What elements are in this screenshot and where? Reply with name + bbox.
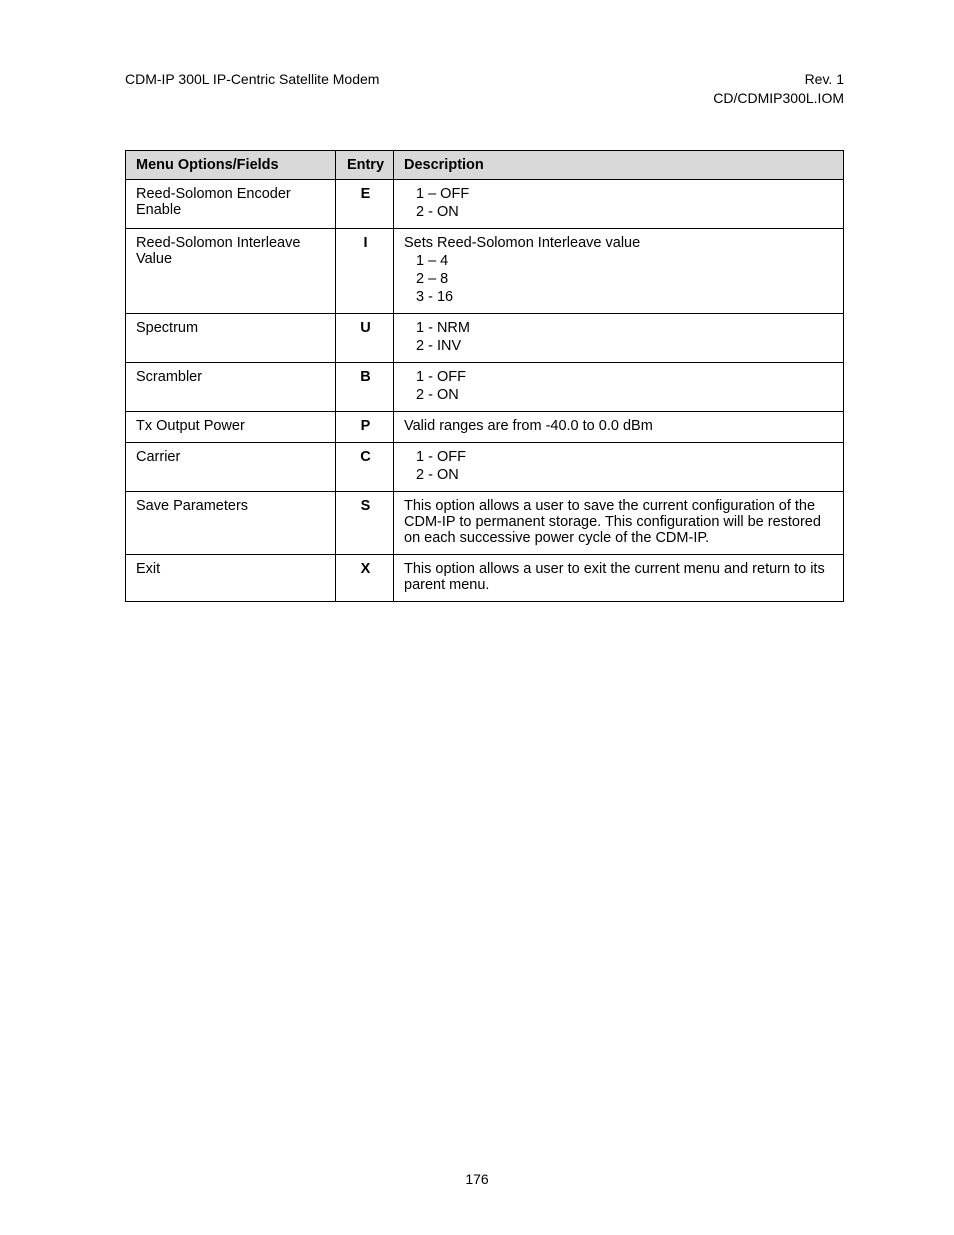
col-header-menu: Menu Options/Fields [126, 150, 336, 179]
cell-entry: U [336, 313, 394, 362]
table-row: CarrierC 1 - OFF 2 - ON [126, 442, 844, 491]
cell-menu: Tx Output Power [126, 411, 336, 442]
cell-menu: Exit [126, 554, 336, 601]
table-row: ScramblerB 1 - OFF 2 - ON [126, 362, 844, 411]
desc-line: Sets Reed-Solomon Interleave value [404, 235, 835, 251]
table-row: Tx Output PowerP Valid ranges are from -4… [126, 411, 844, 442]
desc-line: 2 - ON [404, 387, 835, 403]
cell-menu: Reed-Solomon Interleave Value [126, 228, 336, 313]
desc-line: 1 - NRM [404, 320, 835, 336]
cell-entry: B [336, 362, 394, 411]
desc-line: 2 - ON [404, 204, 835, 220]
cell-menu: Spectrum [126, 313, 336, 362]
col-header-entry: Entry [336, 150, 394, 179]
cell-description: This option allows a user to save the cu… [394, 491, 844, 554]
desc-line: 1 - OFF [404, 449, 835, 465]
cell-menu: Save Parameters [126, 491, 336, 554]
table-row: Save ParametersSThis option allows a use… [126, 491, 844, 554]
col-header-desc: Description [394, 150, 844, 179]
cell-description: Sets Reed-Solomon Interleave value 1 – 4 2… [394, 228, 844, 313]
cell-menu: Scrambler [126, 362, 336, 411]
desc-line: 1 – 4 [404, 253, 835, 269]
desc-line: This option allows a user to exit the cu… [404, 561, 835, 593]
cell-entry: S [336, 491, 394, 554]
page-footer: 176 [0, 1171, 954, 1187]
cell-description: This option allows a user to exit the cu… [394, 554, 844, 601]
cell-description: 1 - NRM 2 - INV [394, 313, 844, 362]
page-number: 176 [465, 1171, 488, 1187]
cell-entry: X [336, 554, 394, 601]
header-rev: Rev. 1 [713, 70, 844, 89]
cell-description: 1 - OFF 2 - ON [394, 362, 844, 411]
table-header-row: Menu Options/Fields Entry Description [126, 150, 844, 179]
page-header: CDM-IP 300L IP-Centric Satellite Modem R… [125, 70, 844, 108]
desc-line: 1 – OFF [404, 186, 835, 202]
cell-menu: Carrier [126, 442, 336, 491]
header-doc-id: CD/CDMIP300L.IOM [713, 89, 844, 108]
table-row: SpectrumU 1 - NRM 2 - INV [126, 313, 844, 362]
desc-line: 2 - ON [404, 467, 835, 483]
header-right: Rev. 1 CD/CDMIP300L.IOM [713, 70, 844, 108]
cell-entry: E [336, 179, 394, 228]
table-row: ExitX This option allows a user to exit t… [126, 554, 844, 601]
cell-entry: C [336, 442, 394, 491]
cell-menu: Reed-Solomon Encoder Enable [126, 179, 336, 228]
desc-line: Valid ranges are from -40.0 to 0.0 dBm [404, 418, 835, 434]
menu-options-table: Menu Options/Fields Entry Description Re… [125, 150, 844, 602]
cell-entry: P [336, 411, 394, 442]
cell-description: 1 - OFF 2 - ON [394, 442, 844, 491]
desc-line: 1 - OFF [404, 369, 835, 385]
header-left: CDM-IP 300L IP-Centric Satellite Modem [125, 70, 379, 108]
cell-description: Valid ranges are from -40.0 to 0.0 dBm [394, 411, 844, 442]
table-body: Reed-Solomon Encoder EnableE 1 – OFF 2 - O… [126, 179, 844, 601]
desc-line: 3 - 16 [404, 289, 835, 305]
desc-line: This option allows a user to save the cu… [404, 498, 835, 546]
table-row: Reed-Solomon Interleave ValueISets Reed-… [126, 228, 844, 313]
cell-description: 1 – OFF 2 - ON [394, 179, 844, 228]
cell-entry: I [336, 228, 394, 313]
desc-line: 2 – 8 [404, 271, 835, 287]
table-row: Reed-Solomon Encoder EnableE 1 – OFF 2 - O… [126, 179, 844, 228]
desc-line: 2 - INV [404, 338, 835, 354]
document-page: CDM-IP 300L IP-Centric Satellite Modem R… [0, 0, 954, 1235]
